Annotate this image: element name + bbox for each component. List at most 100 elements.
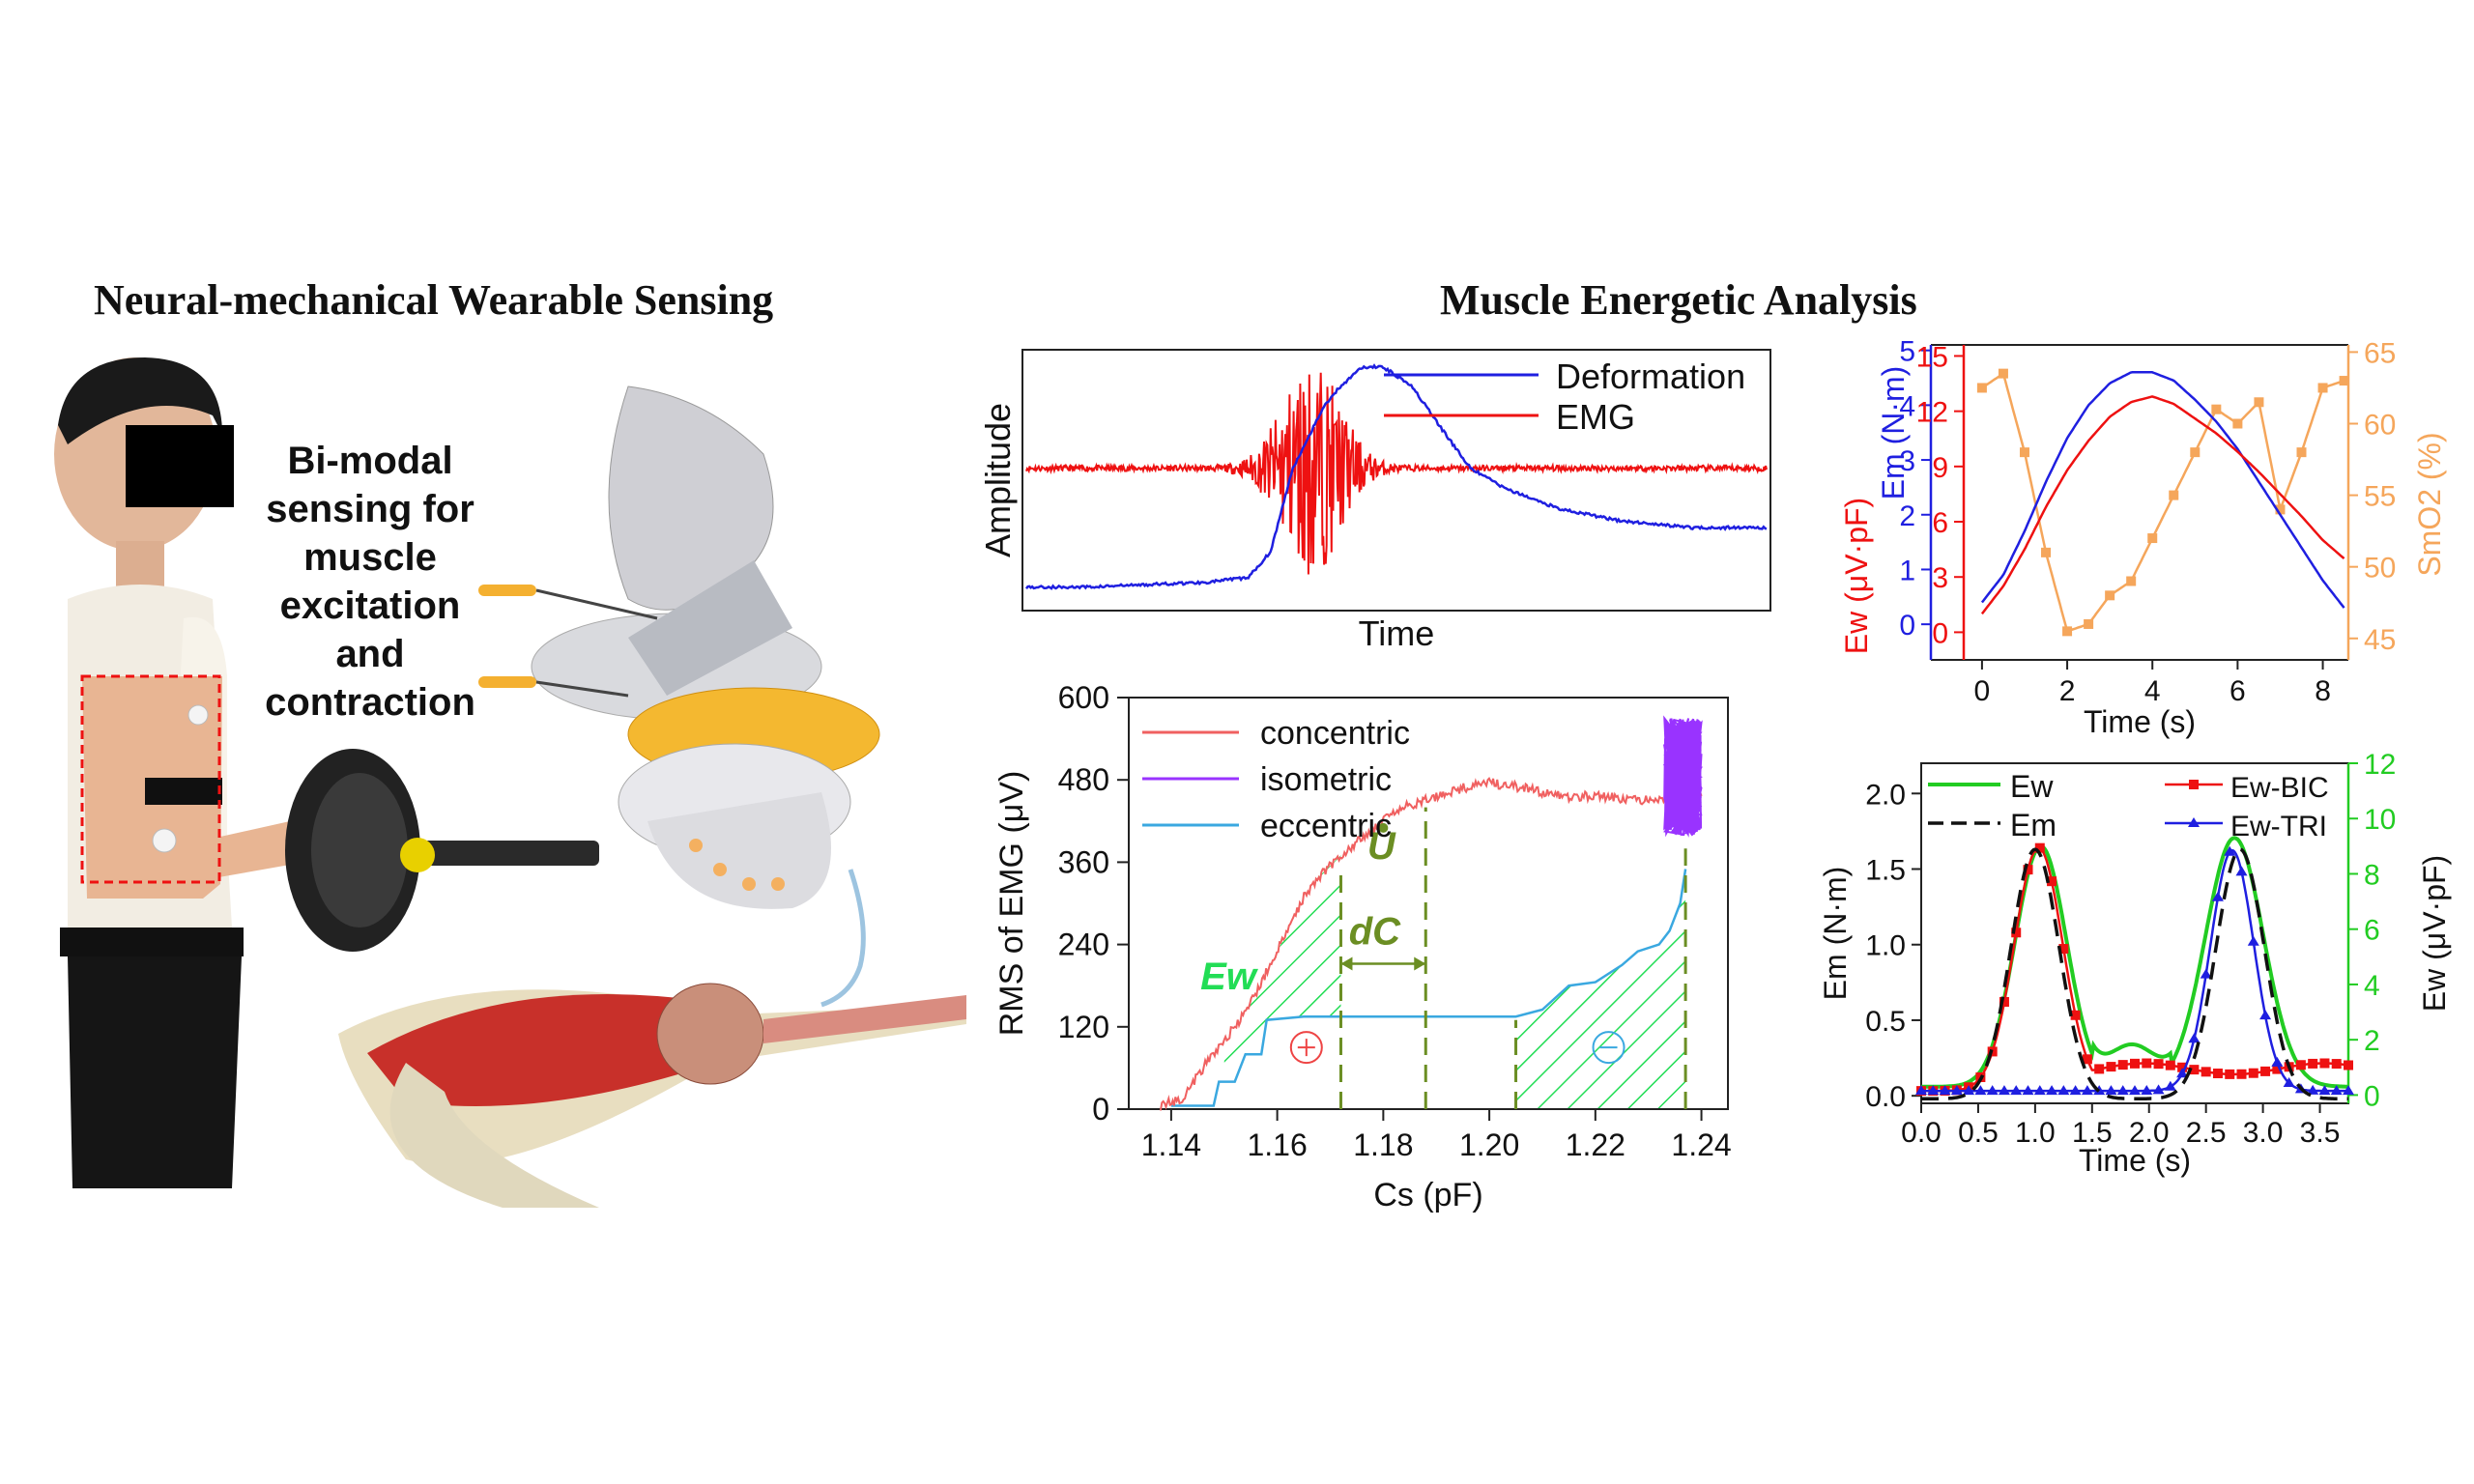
ewtri-point [2022,1085,2034,1096]
y-tick-label: 240 [1058,928,1109,962]
ewtri-point [1927,1085,1940,1096]
negative-work-hatch [1515,869,1686,1109]
ewtri-point [2343,1085,2354,1096]
ew-series-line [1921,836,2348,1089]
annotation-u: U [1367,825,1396,868]
ewbic-point [2331,1059,2342,1070]
legend-emg-label: EMG [1556,397,1635,437]
x-tick-label: 8 [2315,675,2331,707]
ewbic-point [2047,876,2057,887]
em-tick-label: 1 [1899,555,1915,586]
ewbic-point [2308,1058,2318,1069]
ewtri-point [2081,1085,2093,1096]
left-heading: Neural-mechanical Wearable Sensing [94,276,774,324]
smo2-tick-label: 60 [2364,410,2396,442]
y-axis-label: RMS of EMG (μV) [993,771,1030,1037]
ewbic-point [2094,1064,2105,1074]
ewtri-point [2307,1084,2319,1095]
ewtri-series-line [1921,848,2348,1093]
smo2-point [2147,533,2158,544]
ewtri-point [2033,1085,2046,1096]
x-tick-label: 1.22 [1566,1127,1625,1162]
ewbic-point [2236,1069,2247,1079]
em-tick-label: 4 [1899,390,1915,422]
x-tick-label: 1.14 [1141,1127,1201,1162]
legend-isometric-label: isometric [1260,761,1392,798]
ewbic-point [1999,996,2009,1007]
x-tick-label: 6 [2229,675,2246,707]
em-tick-label: 2.0 [1865,779,1906,811]
ewbic-point [2177,1062,2188,1072]
x-tick-label: 3.5 [2300,1117,2341,1149]
annotation-ew: Ew [1200,956,1259,998]
ew-tick-label: 12 [1916,397,1948,429]
smo2-point [1998,368,2008,379]
em-axis-label: Em (N·m) [1876,366,1911,500]
ewbic-point [2225,1069,2235,1079]
legend-deformation-label: Deformation [1556,357,1745,396]
em-series-line [1921,847,2348,1101]
em-tick-label: 0 [1899,610,1915,642]
ewtri-point [2152,1084,2165,1095]
plot-frame [1021,349,1771,612]
smo2-point [2254,397,2264,408]
ew-tick-label: 6 [2364,915,2380,947]
ewtri-point [2188,1033,2201,1043]
concentric-series-line [1159,776,1703,1111]
muscle-illustration [338,983,966,1208]
y-axis-label: Amplitude [978,403,1018,557]
dc-arrow-left-head [1340,956,1353,971]
ewtri-point [1963,1085,1975,1096]
y-tick-label: 120 [1058,1010,1109,1044]
smo2-point [2105,590,2115,601]
person-illustration [54,357,290,1188]
positive-sign [1297,1039,1315,1057]
caption-line: excitation [279,585,461,627]
x-tick-label: 1.5 [2072,1117,2113,1149]
em-axis-label: Em (N·m) [1818,867,1853,1001]
smo2-tick-label: 55 [2364,481,2396,513]
ewtri-point [2283,1076,2295,1087]
smo2-point [2126,576,2137,586]
x-tick-label: 2.5 [2186,1117,2227,1149]
legend-ewbic-label: Ew-BIC [2230,772,2329,804]
legend-ew-label: Ew [2010,769,2054,804]
smo2-point [2169,490,2179,500]
ew-axis-label: Ew (μV·pF) [1839,498,1874,654]
ewbic-point [2201,1067,2211,1077]
ewbic-point [2142,1058,2152,1069]
ewbic-point [2070,1010,2081,1020]
ewtri-point [2046,1085,2058,1096]
em-tick-label: 1.5 [1865,855,1906,887]
ew-tick-label: 0 [2364,1080,2380,1112]
smo2-tick-label: 50 [2364,553,2396,585]
x-tick-label: 0.5 [1958,1117,1999,1149]
ewbic-point [2117,1060,2128,1070]
isometric-series-cloud [1662,715,1703,838]
ewtri-point [2247,935,2259,946]
smo2-point [2317,383,2328,393]
smo2-series-line [1981,373,2345,633]
y-tick-label: 0 [1092,1092,1109,1127]
ew-tick-label: 10 [2364,804,2396,836]
x-axis-label: Time (s) [2079,1143,2191,1178]
ewbic-point [2272,1064,2283,1074]
ewbic-series-line [1921,846,2349,1093]
eccentric-series-line [1170,869,1687,1107]
sensor-illustration [478,385,880,1008]
ewbic-point [2189,1065,2200,1075]
dc-arrow-right-head [1414,956,1426,971]
ewtri-point [1939,1085,1951,1096]
caption-line: muscle [303,536,437,579]
ewbic-point [2106,1062,2116,1072]
ewbic-point [2153,1059,2164,1070]
ewtri-point [2141,1085,2153,1096]
caption-line: Bi-modal [287,440,453,482]
smo2-point [2339,376,2349,386]
x-tick-label: 1.20 [1459,1127,1519,1162]
ewbic-point [2023,865,2033,875]
smo2-point [2019,447,2029,458]
smo2-point [2190,447,2201,458]
ewtri-point [2129,1085,2141,1096]
